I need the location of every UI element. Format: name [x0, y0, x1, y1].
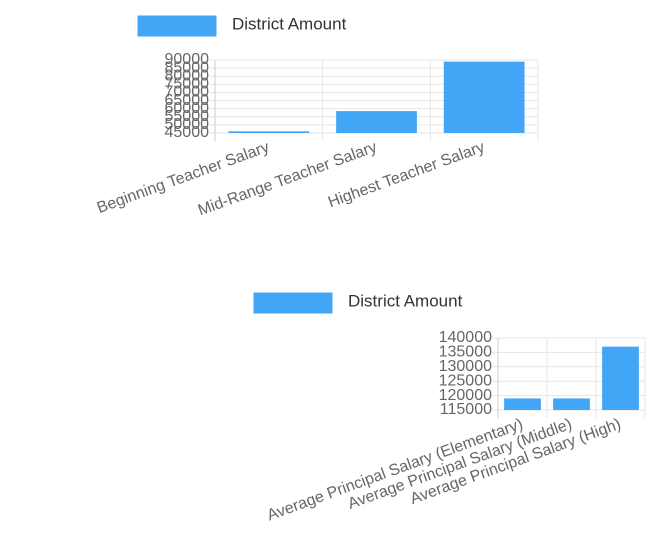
y-tick-label: 115000	[440, 401, 492, 418]
legend-swatch	[136, 14, 218, 38]
y-tick-label: 80000	[165, 67, 210, 84]
bar	[504, 398, 541, 410]
legend-label: District Amount	[348, 291, 463, 310]
y-tick-label: 130000	[439, 358, 492, 375]
y-tick-label: 50000	[165, 116, 210, 133]
y-tick-label: 45000	[165, 124, 210, 141]
y-tick-label: 140000	[439, 329, 492, 346]
bar	[336, 111, 417, 133]
y-tick-label: 85000	[165, 59, 210, 76]
y-tick-label: 135000	[439, 344, 492, 361]
bar	[553, 398, 590, 410]
legend-label: District Amount	[232, 14, 347, 33]
x-tick-label: Beginning Teacher Salary	[95, 139, 272, 217]
y-tick-label: 60000	[165, 100, 210, 117]
x-tick-label: Average Principal Salary (Middle)	[346, 416, 575, 513]
bar	[228, 131, 310, 133]
bar	[443, 61, 525, 133]
bar	[602, 346, 639, 410]
y-tick-label: 90000	[165, 51, 210, 68]
y-tick-label: 125000	[439, 372, 492, 389]
x-tick-label: Mid-Range Teacher Salary	[196, 139, 380, 220]
y-tick-label: 70000	[165, 84, 210, 101]
y-tick-label: 75000	[165, 76, 210, 93]
y-tick-label: 65000	[165, 92, 210, 109]
legend-swatch	[252, 291, 334, 315]
y-tick-label: 55000	[165, 108, 210, 125]
y-tick-label: 120000	[439, 387, 492, 404]
